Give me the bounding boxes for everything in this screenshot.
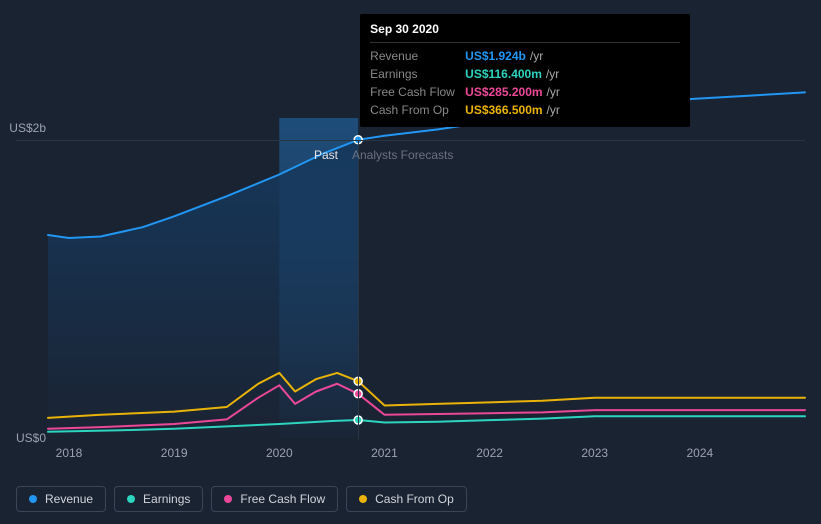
tooltip-metric-value: US$285.200m — [465, 85, 542, 99]
past-forecast-divider — [358, 140, 359, 440]
x-axis-tick: 2024 — [687, 446, 714, 460]
x-axis-tick: 2018 — [56, 446, 83, 460]
tooltip-metric-suffix: /yr — [546, 67, 559, 81]
x-axis-tick: 2023 — [581, 446, 608, 460]
y-axis-tick: US$0 — [0, 431, 46, 445]
tooltip-metric-value: US$116.400m — [465, 67, 542, 81]
tooltip-metric-value: US$366.500m — [465, 103, 542, 117]
tooltip-row: RevenueUS$1.924b/yr — [370, 47, 680, 65]
tooltip-metric-suffix: /yr — [547, 85, 560, 99]
tooltip-metric-label: Earnings — [370, 67, 465, 81]
legend-item-cash-from-op[interactable]: Cash From Op — [346, 486, 467, 512]
financial-chart: US$2b US$0 Past Analysts Forecasts Sep 30… — [0, 0, 821, 524]
tooltip-metric-suffix: /yr — [530, 49, 543, 63]
tooltip-row: Free Cash FlowUS$285.200m/yr — [370, 83, 680, 101]
header-rule — [16, 140, 805, 141]
legend-swatch — [29, 495, 37, 503]
legend-item-earnings[interactable]: Earnings — [114, 486, 203, 512]
y-axis-tick: US$2b — [0, 121, 46, 135]
tooltip-date: Sep 30 2020 — [370, 22, 680, 43]
tooltip-metric-label: Free Cash Flow — [370, 85, 465, 99]
x-axis-tick: 2020 — [266, 446, 293, 460]
chart-legend: Revenue Earnings Free Cash Flow Cash From O… — [16, 486, 467, 512]
legend-label: Cash From Op — [375, 492, 454, 506]
past-label: Past — [314, 148, 338, 162]
x-axis-tick: 2019 — [161, 446, 188, 460]
tooltip-metric-label: Revenue — [370, 49, 465, 63]
tooltip-metric-value: US$1.924b — [465, 49, 526, 63]
legend-item-free-cash-flow[interactable]: Free Cash Flow — [211, 486, 338, 512]
tooltip-metric-suffix: /yr — [547, 103, 560, 117]
legend-label: Earnings — [143, 492, 190, 506]
legend-swatch — [224, 495, 232, 503]
chart-tooltip: Sep 30 2020 RevenueUS$1.924b/yrEarningsU… — [360, 14, 690, 127]
legend-swatch — [359, 495, 367, 503]
forecast-label: Analysts Forecasts — [352, 148, 453, 162]
legend-label: Free Cash Flow — [240, 492, 325, 506]
legend-label: Revenue — [45, 492, 93, 506]
x-axis-tick: 2022 — [476, 446, 503, 460]
x-axis-tick: 2021 — [371, 446, 398, 460]
tooltip-metric-label: Cash From Op — [370, 103, 465, 117]
legend-item-revenue[interactable]: Revenue — [16, 486, 106, 512]
legend-swatch — [127, 495, 135, 503]
tooltip-row: EarningsUS$116.400m/yr — [370, 65, 680, 83]
tooltip-row: Cash From OpUS$366.500m/yr — [370, 101, 680, 119]
